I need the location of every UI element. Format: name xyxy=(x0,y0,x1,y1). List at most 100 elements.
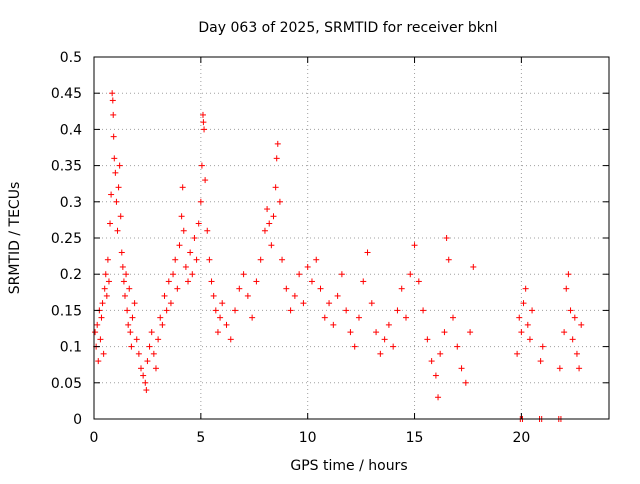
data-point xyxy=(214,329,221,336)
y-tick-label: 0.15 xyxy=(51,303,82,319)
data-point xyxy=(270,213,277,220)
data-point xyxy=(223,321,230,328)
data-point xyxy=(125,321,132,328)
x-tick-label: 20 xyxy=(512,430,530,446)
data-point xyxy=(95,358,102,365)
y-tick-label: 0.45 xyxy=(51,86,82,102)
data-point xyxy=(133,336,140,343)
data-point xyxy=(117,213,124,220)
data-point xyxy=(454,343,461,350)
data-point xyxy=(274,140,281,147)
data-point xyxy=(163,307,170,314)
data-point xyxy=(317,285,324,292)
data-point xyxy=(115,184,122,191)
data-point xyxy=(537,358,544,365)
data-point xyxy=(432,372,439,379)
data-point xyxy=(261,227,268,234)
data-point xyxy=(189,271,196,278)
data-point xyxy=(415,278,422,285)
data-point xyxy=(172,256,179,263)
data-point xyxy=(420,307,427,314)
data-point xyxy=(470,263,477,270)
data-point xyxy=(343,307,350,314)
data-point xyxy=(124,307,131,314)
data-point xyxy=(232,307,239,314)
y-tick-label: 0.2 xyxy=(60,267,82,283)
data-point xyxy=(377,350,384,357)
data-point xyxy=(569,336,576,343)
data-point xyxy=(300,300,307,307)
x-tick-label: 10 xyxy=(299,430,317,446)
data-point xyxy=(206,256,213,263)
data-point xyxy=(146,343,153,350)
data-point xyxy=(94,321,101,328)
data-point xyxy=(208,278,215,285)
data-point xyxy=(524,321,531,328)
data-point xyxy=(257,256,264,263)
data-point xyxy=(390,343,397,350)
grid-lines xyxy=(94,57,609,419)
data-point xyxy=(368,300,375,307)
data-point xyxy=(529,307,536,314)
plot-frame xyxy=(93,56,610,420)
data-point xyxy=(435,394,442,401)
data-point xyxy=(143,387,150,394)
data-point xyxy=(240,271,247,278)
data-point xyxy=(313,256,320,263)
data-point xyxy=(561,329,568,336)
data-point xyxy=(118,249,125,256)
data-point xyxy=(107,220,114,227)
data-point xyxy=(539,343,546,350)
data-point xyxy=(445,256,452,263)
y-tick-label: 0.3 xyxy=(60,195,82,211)
data-point xyxy=(113,198,120,205)
data-point xyxy=(373,329,380,336)
y-tick-label: 0 xyxy=(73,412,82,428)
data-point xyxy=(182,263,189,270)
data-points xyxy=(92,90,585,422)
data-point xyxy=(364,249,371,256)
data-point xyxy=(204,227,211,234)
data-point xyxy=(338,271,345,278)
data-point xyxy=(398,285,405,292)
y-axis-label: SRMTID / TECUs xyxy=(7,182,23,295)
data-point xyxy=(178,213,185,220)
data-point xyxy=(111,155,118,162)
data-point xyxy=(526,336,533,343)
data-point xyxy=(114,227,121,234)
data-point xyxy=(272,184,279,191)
data-point xyxy=(100,350,107,357)
data-point xyxy=(129,314,136,321)
data-point xyxy=(571,314,578,321)
data-point xyxy=(276,198,283,205)
data-point xyxy=(191,235,198,241)
data-point xyxy=(394,307,401,314)
y-tick-label: 0.25 xyxy=(51,231,82,247)
data-point xyxy=(217,314,224,321)
data-point xyxy=(467,329,474,336)
chart-title: Day 063 of 2025, SRMTID for receiver bkn… xyxy=(198,20,497,36)
data-point xyxy=(165,278,172,285)
x-tick-label: 15 xyxy=(406,430,424,446)
data-point xyxy=(128,343,135,350)
data-point xyxy=(174,285,181,292)
data-point xyxy=(98,314,105,321)
data-point xyxy=(170,271,177,278)
data-point xyxy=(150,350,157,357)
data-point xyxy=(296,271,303,278)
data-point xyxy=(104,256,111,263)
data-point xyxy=(304,263,311,270)
data-point xyxy=(462,379,469,386)
data-point xyxy=(330,321,337,328)
data-point xyxy=(326,300,333,307)
data-point xyxy=(516,314,523,321)
data-point xyxy=(381,336,388,343)
data-point xyxy=(428,358,435,365)
data-point xyxy=(283,285,290,292)
data-point xyxy=(266,220,273,227)
y-tick-label: 0.05 xyxy=(51,376,82,392)
data-point xyxy=(385,321,392,328)
data-point xyxy=(123,271,130,278)
data-point xyxy=(142,379,149,386)
